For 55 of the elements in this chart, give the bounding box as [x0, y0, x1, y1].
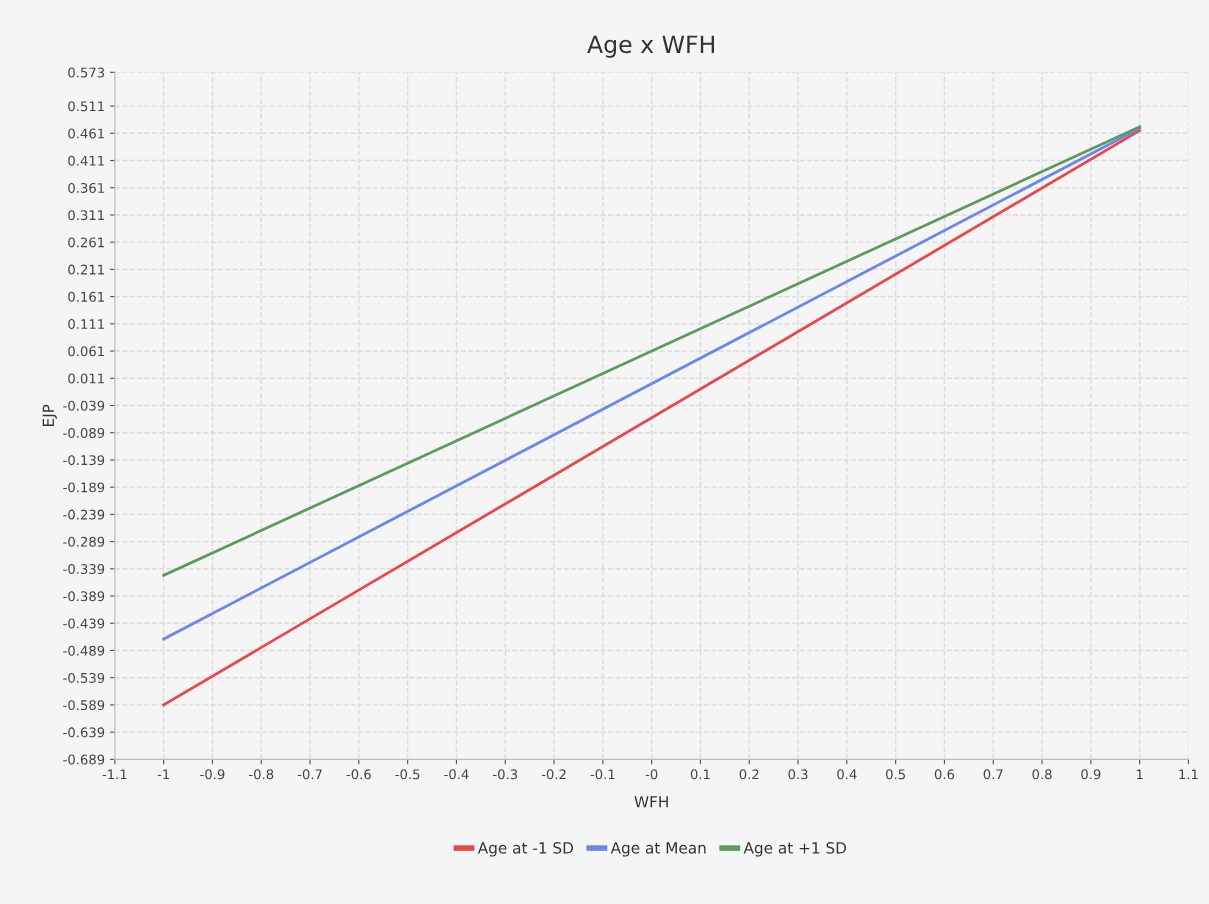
y-tick-label: -0.439	[63, 618, 105, 629]
y-tick-label: -0.589	[63, 700, 105, 711]
x-tick-label: -0.7	[297, 769, 322, 780]
y-tick-label: -0.489	[63, 645, 105, 656]
x-tick-label: -0.9	[200, 769, 225, 780]
y-tick-label: -0.239	[63, 509, 105, 520]
y-tick-label: 0.111	[68, 319, 104, 330]
legend-label: Age at Mean	[610, 842, 706, 857]
x-tick-label: -0.2	[541, 769, 566, 780]
y-tick-label: -0.039	[63, 400, 105, 411]
chart-title: Age x WFH	[587, 35, 714, 58]
y-tick-label: -0.389	[63, 591, 105, 602]
x-tick-label: 0.7	[983, 769, 1003, 780]
y-tick-label: 0.573	[68, 67, 105, 78]
x-tick-label: 0.3	[788, 769, 808, 780]
x-tick-label: -0.1	[590, 769, 615, 780]
x-tick-label: -1.1	[102, 769, 127, 780]
x-tick-label: 1.1	[1179, 769, 1198, 780]
y-tick-label: 0.361	[68, 182, 104, 193]
y-tick-label: 0.461	[68, 128, 104, 139]
y-tick-label: 0.261	[68, 237, 104, 248]
y-tick-label: 0.161	[68, 291, 104, 302]
y-tick-label: -0.339	[63, 564, 105, 575]
x-tick-label: -0.5	[395, 769, 420, 780]
y-tick-label: -0.139	[63, 455, 105, 466]
x-tick-label: 0.5	[886, 769, 905, 780]
x-axis-title: WFH	[634, 796, 668, 808]
legend-label: Age at +1 SD	[743, 842, 847, 857]
y-tick-label: 0.211	[68, 264, 104, 275]
y-axis-title: EJP	[42, 404, 57, 427]
x-tick-label: 0.6	[934, 769, 955, 780]
y-tick-label: 0.511	[68, 101, 104, 112]
x-tick-label: -0.8	[249, 769, 274, 780]
y-tick-label: 0.011	[68, 373, 104, 384]
y-tick-label: 0.411	[68, 155, 104, 166]
x-tick-label: 1	[1136, 769, 1143, 780]
x-tick-label: 0.9	[1081, 769, 1101, 780]
x-tick-label: 0.8	[1032, 769, 1052, 780]
y-tick-label: -0.189	[63, 482, 105, 493]
y-tick-label: -0.639	[63, 727, 105, 738]
x-tick-label: -0.4	[444, 769, 469, 780]
x-tick-label: -0.6	[346, 769, 371, 780]
y-tick-label: -0.689	[63, 754, 105, 765]
x-tick-label: -0.3	[493, 769, 518, 780]
y-tick-label: -0.539	[63, 672, 105, 683]
x-tick-label: 0.4	[837, 769, 857, 780]
x-tick-label: 0.1	[690, 769, 710, 780]
y-tick-label: 0.311	[68, 210, 104, 221]
x-tick-label: -0	[645, 769, 658, 780]
x-tick-label: -1	[157, 769, 170, 780]
x-tick-label: 0.2	[739, 769, 759, 780]
y-tick-label: 0.061	[68, 346, 104, 357]
y-tick-label: -0.089	[63, 427, 105, 438]
y-tick-label: -0.289	[63, 536, 105, 547]
legend-label: Age at -1 SD	[477, 842, 574, 857]
